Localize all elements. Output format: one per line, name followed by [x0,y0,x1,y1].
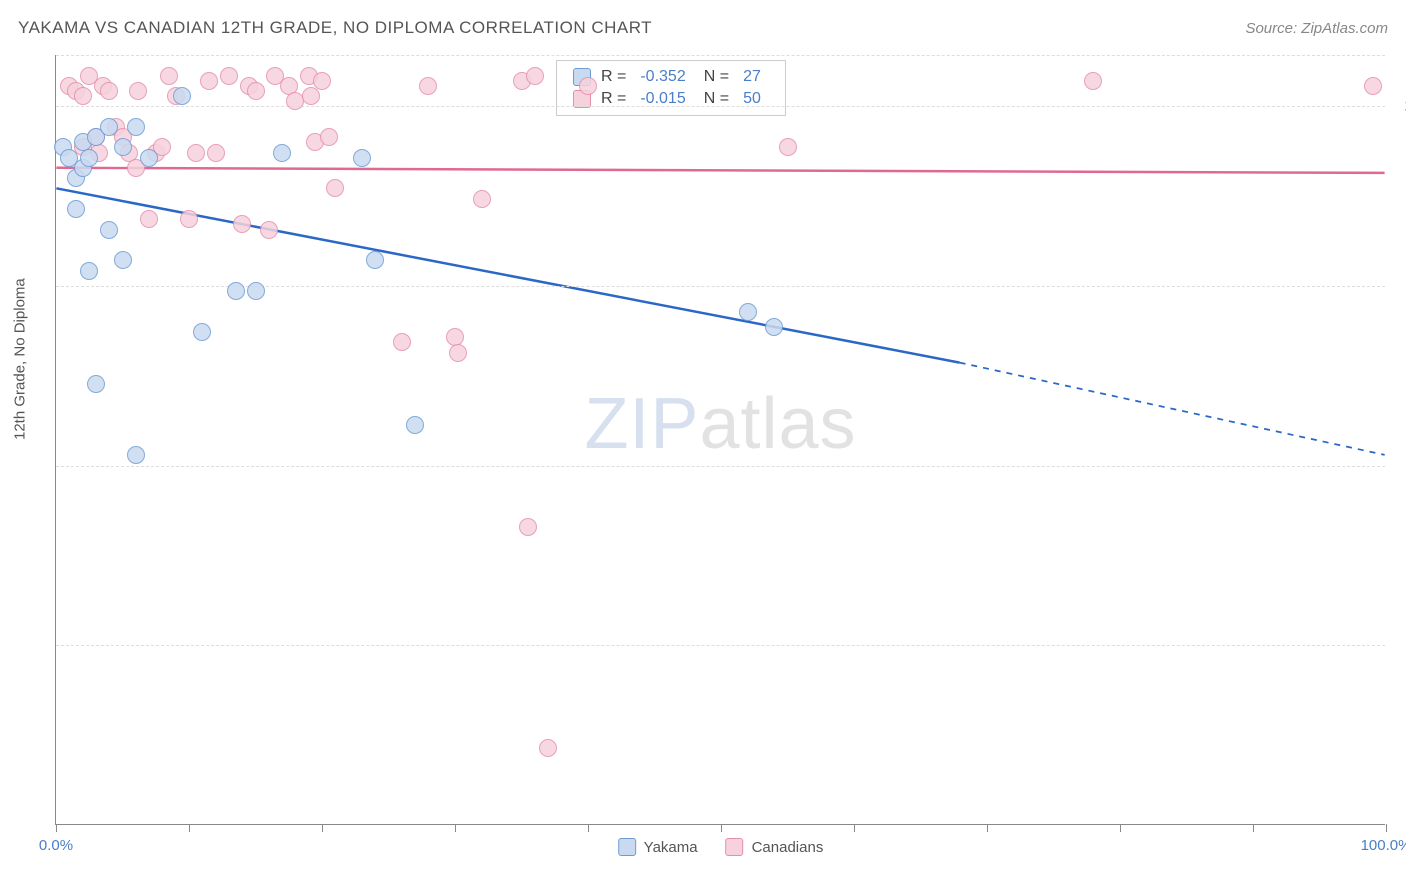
legend-item-yakama: Yakama [618,838,698,856]
plot-area: 12th Grade, No Diploma ZIPatlas R = -0.3… [55,55,1385,825]
scatter-marker [1084,72,1102,90]
stats-n-value-2: 50 [743,90,761,108]
legend-swatch-canadians [726,838,744,856]
scatter-marker [100,221,118,239]
scatter-marker [302,87,320,105]
y-tick-label: 82.5% [1395,278,1406,295]
scatter-marker [187,144,205,162]
scatter-marker [406,416,424,434]
trend-lines-svg [56,55,1385,824]
x-tick [322,824,323,832]
scatter-marker [579,77,597,95]
legend-item-canadians: Canadians [726,838,824,856]
scatter-marker [100,82,118,100]
scatter-marker [200,72,218,90]
scatter-marker [74,87,92,105]
x-tick [854,824,855,832]
scatter-marker [160,67,178,85]
scatter-marker [67,200,85,218]
scatter-marker [539,739,557,757]
x-tick [987,824,988,832]
scatter-marker [739,303,757,321]
scatter-marker [80,149,98,167]
watermark-zip: ZIP [584,384,699,464]
scatter-marker [779,138,797,156]
scatter-marker [233,215,251,233]
y-tick-label: 65.0% [1395,457,1406,474]
gridline-horizontal [56,645,1385,646]
scatter-marker [127,118,145,136]
scatter-marker [419,77,437,95]
stats-n-label: N = [704,68,729,86]
x-tick-label: 0.0% [39,837,73,854]
x-tick [1386,824,1387,832]
gridline-horizontal [56,55,1385,56]
legend-swatch-yakama [618,838,636,856]
x-tick [588,824,589,832]
x-tick [721,824,722,832]
scatter-marker [247,282,265,300]
stats-r-label: R = [601,90,626,108]
scatter-marker [114,138,132,156]
chart-title: YAKAMA VS CANADIAN 12TH GRADE, NO DIPLOM… [18,18,652,38]
x-tick [1120,824,1121,832]
trendline-solid [56,168,1384,173]
scatter-marker [393,333,411,351]
scatter-marker [193,323,211,341]
x-tick [455,824,456,832]
scatter-marker [140,210,158,228]
scatter-marker [526,67,544,85]
scatter-marker [326,179,344,197]
scatter-marker [1364,77,1382,95]
y-tick-label: 100.0% [1395,98,1406,115]
x-tick [189,824,190,832]
chart-header: YAKAMA VS CANADIAN 12TH GRADE, NO DIPLOM… [18,18,1388,38]
scatter-marker [127,446,145,464]
watermark-atlas: atlas [699,384,856,464]
x-tick-label: 100.0% [1361,837,1406,854]
source-attribution: Source: ZipAtlas.com [1245,20,1388,37]
scatter-marker [273,144,291,162]
stats-row-series1: R = -0.352 N = 27 [573,66,769,88]
legend: Yakama Canadians [618,838,824,856]
gridline-horizontal [56,466,1385,467]
scatter-marker [227,282,245,300]
scatter-marker [320,128,338,146]
scatter-marker [114,251,132,269]
scatter-marker [173,87,191,105]
stats-n-label: N = [704,90,729,108]
gridline-horizontal [56,106,1385,107]
watermark: ZIPatlas [584,383,856,465]
scatter-marker [220,67,238,85]
scatter-marker [449,344,467,362]
scatter-marker [87,375,105,393]
scatter-marker [313,72,331,90]
stats-r-value-1: -0.352 [640,68,685,86]
scatter-marker [260,221,278,239]
scatter-marker [80,262,98,280]
trendline-dashed [960,363,1385,455]
scatter-marker [129,82,147,100]
y-axis-label: 12th Grade, No Diploma [12,278,29,440]
stats-r-value-2: -0.015 [640,90,685,108]
x-tick [56,824,57,832]
scatter-marker [207,144,225,162]
legend-label-canadians: Canadians [752,839,824,856]
stats-n-value-1: 27 [743,68,761,86]
x-tick [1253,824,1254,832]
scatter-marker [765,318,783,336]
scatter-marker [140,149,158,167]
scatter-marker [180,210,198,228]
scatter-marker [353,149,371,167]
scatter-marker [366,251,384,269]
scatter-marker [100,118,118,136]
scatter-marker [473,190,491,208]
legend-label-yakama: Yakama [644,839,698,856]
scatter-marker [247,82,265,100]
y-tick-label: 47.5% [1395,637,1406,654]
stats-r-label: R = [601,68,626,86]
scatter-marker [519,518,537,536]
